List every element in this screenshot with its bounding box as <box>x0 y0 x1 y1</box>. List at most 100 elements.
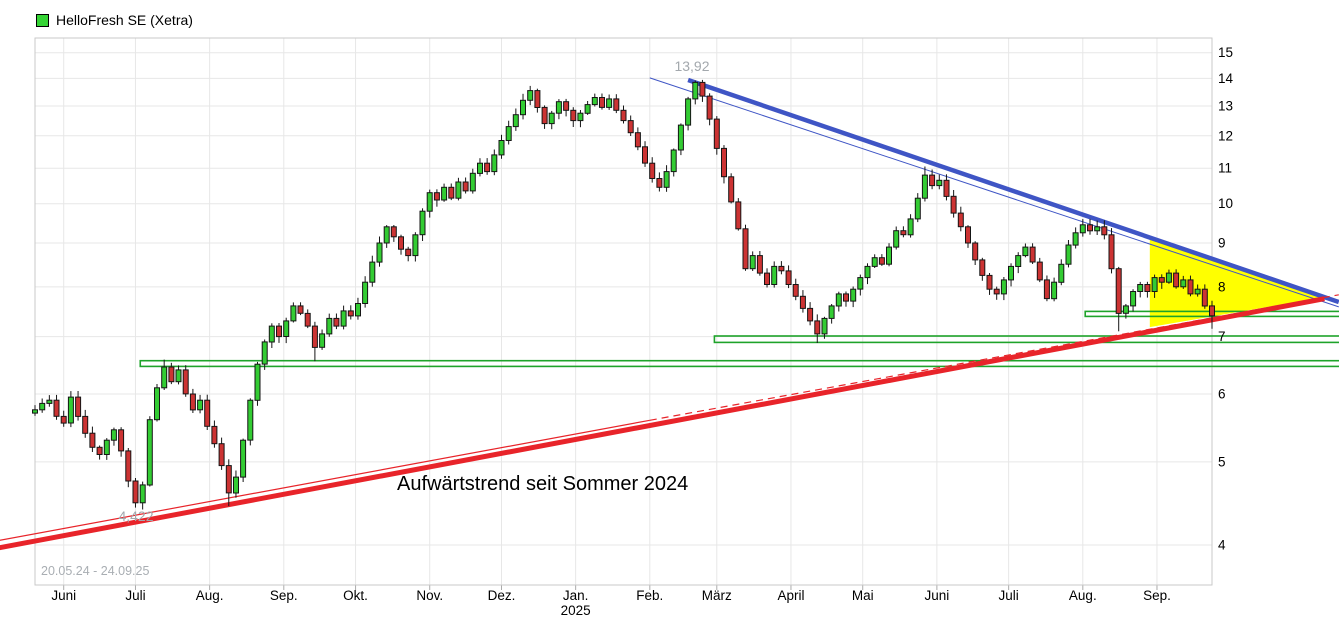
candle-body <box>699 81 706 97</box>
candle <box>721 145 727 184</box>
candle-body <box>807 307 814 322</box>
candle-body <box>355 303 361 317</box>
candle <box>304 309 311 329</box>
candle <box>1201 284 1208 309</box>
candle <box>627 115 634 136</box>
candle <box>1051 277 1058 302</box>
candle <box>204 394 211 430</box>
candle <box>276 323 282 343</box>
candle <box>993 286 1000 300</box>
candle-body <box>46 399 53 404</box>
candle-body <box>756 255 763 274</box>
candle <box>225 459 232 507</box>
candle-body <box>1115 268 1122 314</box>
candle <box>268 323 275 348</box>
candle <box>548 110 555 130</box>
candle <box>261 339 268 370</box>
candle <box>362 276 369 308</box>
candle-body <box>426 192 433 212</box>
candle <box>89 426 96 452</box>
candle <box>534 88 541 113</box>
candle <box>218 437 225 470</box>
candle-body <box>233 476 239 494</box>
month-label: Feb. <box>636 588 663 603</box>
candle-body <box>110 429 117 441</box>
candle <box>843 291 849 307</box>
converging-triangle <box>1149 237 1325 328</box>
month-label: April <box>777 588 804 603</box>
candle-body <box>993 288 1000 295</box>
candle <box>1194 284 1201 297</box>
candle-body <box>663 171 670 188</box>
candle-body <box>311 325 318 348</box>
candle <box>369 255 376 287</box>
candle-body <box>405 248 412 257</box>
candle-body <box>491 154 498 173</box>
candle <box>799 290 806 313</box>
candle-body <box>268 325 275 343</box>
candle <box>599 93 605 110</box>
candle <box>563 98 570 117</box>
candle <box>613 94 620 114</box>
candle-body <box>871 257 878 267</box>
candle-body <box>1194 288 1201 295</box>
candle-body <box>1029 246 1036 263</box>
candle-body <box>89 432 96 448</box>
candle <box>1144 281 1151 298</box>
candle-body <box>419 210 426 236</box>
candle <box>139 481 146 510</box>
candle-body <box>383 226 390 244</box>
candle <box>735 198 742 231</box>
candle-body <box>319 333 326 348</box>
y-tick-label: 15 <box>1218 45 1233 60</box>
candle <box>878 254 885 266</box>
candle <box>96 445 103 460</box>
candle-body <box>161 366 168 389</box>
candle <box>742 224 749 271</box>
candle-body <box>512 114 519 128</box>
candle <box>512 108 519 131</box>
candle <box>584 101 591 115</box>
candle-body <box>182 369 189 395</box>
y-tick-label: 5 <box>1218 454 1226 469</box>
candle <box>1130 289 1137 312</box>
candle-body <box>247 399 254 441</box>
year-label: 2025 <box>561 603 591 618</box>
candle-body <box>843 293 849 302</box>
candle-body <box>175 369 182 383</box>
candle-body <box>477 162 483 174</box>
candle-body <box>1201 288 1208 307</box>
candle-body <box>886 246 892 265</box>
candle-body <box>850 288 857 302</box>
candle-body <box>721 147 727 178</box>
month-label: Jan. <box>563 588 589 603</box>
candle-body <box>728 176 735 203</box>
candle-body <box>555 101 562 114</box>
candle <box>347 305 354 320</box>
candle-body <box>1173 272 1180 288</box>
uptrend-annotation: Aufwärtstrend seit Sommer 2024 <box>397 473 689 495</box>
candle <box>82 409 89 438</box>
candle <box>1087 218 1093 235</box>
candle-body <box>390 226 397 238</box>
candle-body <box>1058 263 1065 283</box>
candle-body <box>771 265 778 285</box>
candle-body <box>785 270 792 285</box>
candle-body <box>218 443 225 467</box>
candle <box>972 241 979 265</box>
candle-body <box>53 399 60 417</box>
candle-body <box>957 212 964 228</box>
candle <box>469 168 476 194</box>
month-label: Juni <box>51 588 76 603</box>
candle <box>189 388 196 413</box>
candle <box>965 225 971 248</box>
candle <box>771 261 778 288</box>
candle <box>505 120 512 145</box>
candle-body <box>1072 232 1079 246</box>
candle <box>355 297 361 320</box>
candle-body <box>197 399 204 411</box>
candle <box>441 183 448 202</box>
legend-color-square-icon <box>36 13 49 27</box>
candle-body <box>1094 226 1101 232</box>
candle-body <box>1015 255 1022 268</box>
